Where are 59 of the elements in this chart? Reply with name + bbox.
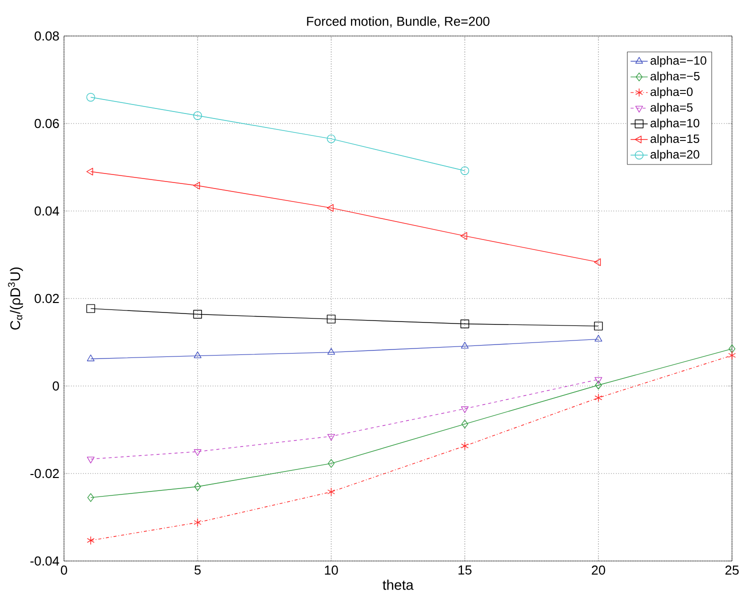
point bbox=[194, 351, 202, 358]
legend-label: alpha=−10 bbox=[650, 56, 706, 68]
legend-label: alpha=5 bbox=[650, 102, 693, 114]
point bbox=[594, 322, 603, 330]
point bbox=[460, 166, 470, 176]
x-axis-title: theta bbox=[382, 580, 414, 590]
x-tick-label: 15 bbox=[458, 566, 472, 575]
point bbox=[327, 348, 336, 355]
point bbox=[194, 449, 202, 456]
point bbox=[86, 304, 96, 313]
point bbox=[728, 344, 736, 354]
point bbox=[728, 351, 736, 360]
y-axis-title: C$_{α}$/(ρD$^{3}$U) bbox=[8, 268, 23, 330]
legend-label: alpha=10 bbox=[650, 118, 700, 130]
legend-label: alpha=15 bbox=[650, 134, 700, 146]
y-tick-label: 0.04 bbox=[34, 206, 60, 216]
point bbox=[327, 488, 336, 496]
legend-label: alpha=20 bbox=[650, 150, 700, 162]
point bbox=[460, 342, 469, 349]
point bbox=[460, 232, 468, 240]
point bbox=[86, 456, 95, 464]
y-tick-label: 0.08 bbox=[34, 31, 59, 41]
point bbox=[326, 314, 336, 324]
legend-label: alpha=0 bbox=[650, 87, 693, 98]
point bbox=[86, 168, 94, 176]
point bbox=[326, 134, 336, 144]
point bbox=[460, 442, 469, 450]
point bbox=[461, 420, 468, 428]
y-tick-label: 0 bbox=[52, 381, 59, 391]
legend-label: alpha=−5 bbox=[650, 72, 700, 83]
point bbox=[86, 536, 95, 545]
point bbox=[194, 482, 201, 491]
y-tick-label: 0.02 bbox=[34, 294, 59, 304]
point bbox=[326, 204, 334, 212]
point bbox=[594, 377, 602, 384]
point bbox=[460, 406, 469, 414]
x-tick-label: 5 bbox=[194, 566, 201, 575]
y-tick-label: 0.06 bbox=[34, 118, 59, 128]
point bbox=[328, 459, 335, 468]
y-tick-label: -0.04 bbox=[30, 556, 60, 566]
point bbox=[594, 334, 602, 342]
point bbox=[595, 380, 602, 390]
x-tick-label: 25 bbox=[725, 566, 739, 575]
point bbox=[193, 310, 202, 319]
point bbox=[594, 393, 602, 402]
point bbox=[193, 182, 200, 190]
x-tick-label: 20 bbox=[592, 566, 606, 575]
x-tick-label: 10 bbox=[324, 566, 338, 575]
point bbox=[594, 258, 601, 266]
point bbox=[194, 518, 202, 527]
chart-title: Forced motion, Bundle, Re=200 bbox=[307, 16, 490, 28]
point bbox=[86, 92, 96, 102]
point bbox=[460, 320, 470, 328]
x-tick-label: 0 bbox=[60, 566, 68, 575]
y-tick-label: -0.02 bbox=[30, 468, 59, 478]
point bbox=[193, 111, 202, 120]
point bbox=[86, 354, 95, 362]
point bbox=[87, 493, 94, 502]
point bbox=[327, 434, 336, 441]
